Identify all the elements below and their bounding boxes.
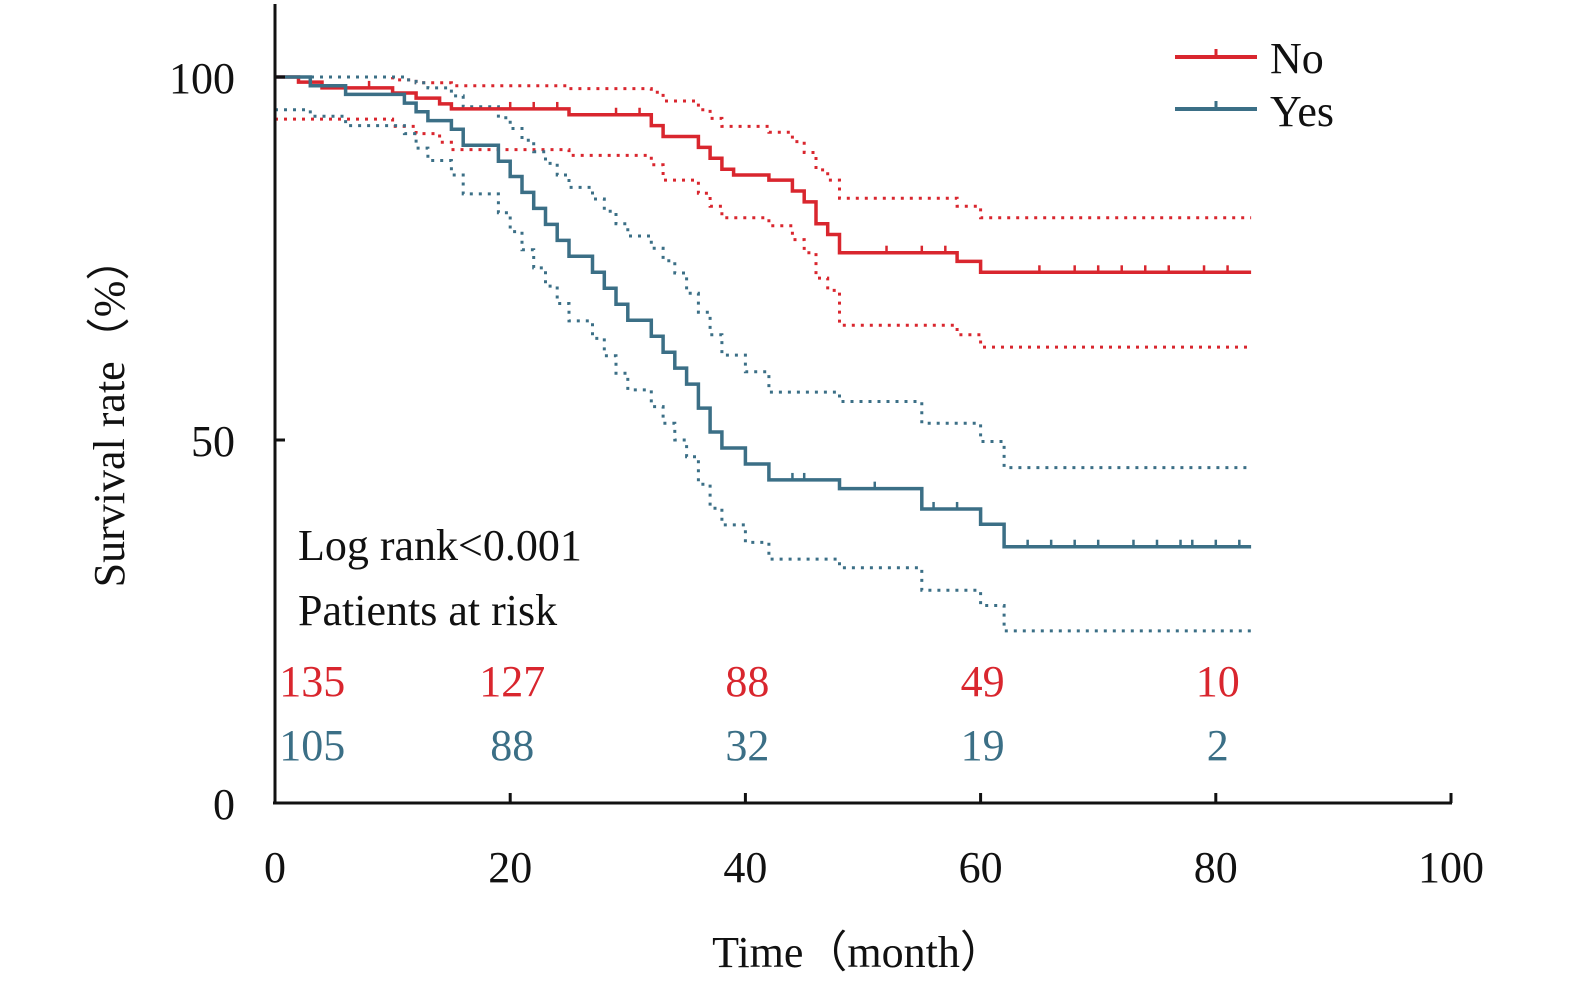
at-risk-yes: 2 (1207, 721, 1229, 770)
at-risk-yes: 19 (961, 721, 1005, 770)
at-risk-no: 49 (961, 657, 1005, 706)
x-tick-label: 40 (723, 843, 767, 892)
y-axis-label: Survival rate（%） (85, 237, 134, 588)
legend-label-yes: Yes (1270, 87, 1334, 136)
x-tick-label: 60 (959, 843, 1003, 892)
at-risk-yes: 88 (490, 721, 534, 770)
risk-table: 135 127 88 49 10 105 88 32 19 2 (279, 657, 1240, 770)
y-tick-label: 50 (191, 417, 235, 466)
ticks: 0 20 40 60 80 100 0 50 100 (169, 54, 1484, 892)
ci-lower-no (275, 117, 1252, 349)
y-tick-label: 100 (169, 54, 235, 103)
at-risk-no: 135 (279, 657, 345, 706)
survival-curves (275, 75, 1252, 549)
log-rank-annotation: Log rank<0.001 (298, 521, 582, 570)
at-risk-no: 127 (479, 657, 545, 706)
x-tick-label: 0 (264, 843, 286, 892)
y-tick-label: 0 (213, 780, 235, 829)
at-risk-yes: 105 (279, 721, 345, 770)
axes (273, 4, 1452, 805)
at-risk-no: 88 (725, 657, 769, 706)
x-tick-label: 20 (488, 843, 532, 892)
x-tick-label: 80 (1194, 843, 1238, 892)
survival-curve-no (275, 75, 1252, 275)
patients-at-risk-title: Patients at risk (298, 586, 557, 635)
survival-curve-yes (275, 75, 1252, 549)
legend: No Yes (1175, 34, 1334, 136)
ci-upper-yes (275, 75, 1252, 470)
at-risk-yes: 32 (725, 721, 769, 770)
ci-upper-no (275, 75, 1252, 220)
censor-marks (367, 80, 1241, 547)
at-risk-no: 10 (1196, 657, 1240, 706)
x-axis-label: Time（month） (712, 928, 1004, 977)
x-tick-label: 100 (1418, 843, 1484, 892)
confidence-bands (275, 75, 1252, 633)
legend-label-no: No (1270, 34, 1324, 83)
